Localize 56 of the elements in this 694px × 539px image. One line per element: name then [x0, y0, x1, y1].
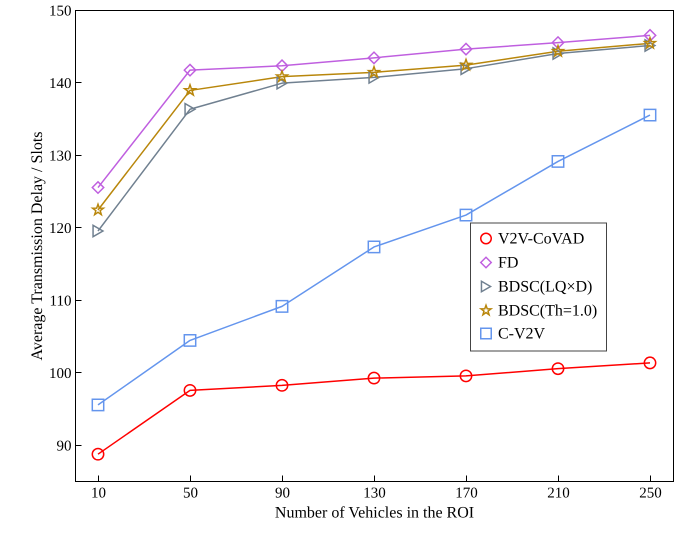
x-tick-label: 170: [455, 486, 478, 502]
y-tick-label: 130: [49, 148, 72, 164]
point: [368, 240, 380, 254]
point: [644, 28, 656, 42]
point: [460, 369, 472, 382]
legend-label: V2V-CoVAD: [498, 230, 584, 248]
y-tick-label: 150: [49, 4, 72, 20]
point: [92, 398, 104, 412]
point: [460, 42, 472, 56]
point: [368, 70, 380, 84]
x-tick-label: 250: [639, 486, 662, 502]
point: [184, 64, 196, 77]
point: [276, 378, 288, 392]
point: [644, 39, 656, 52]
point: [552, 44, 564, 57]
x-tick-label: 50: [183, 486, 198, 502]
legend-label: BDSC(LQ×D): [498, 278, 592, 296]
point: [644, 36, 656, 49]
point: [92, 448, 104, 461]
point: [552, 362, 564, 376]
y-tick-label: 90: [56, 438, 72, 454]
y-tick-label: 140: [49, 76, 72, 92]
point: [184, 384, 196, 397]
point: [644, 108, 656, 122]
point: [92, 181, 104, 194]
y-tick-label: 100: [49, 366, 72, 382]
point: [644, 356, 656, 370]
y-tick-label: 120: [49, 220, 72, 237]
point: [368, 66, 380, 78]
legend-label: C-V2V: [498, 326, 546, 342]
x-tick-label: 10: [91, 486, 106, 502]
x-tick-label: 90: [275, 486, 290, 502]
point: [184, 102, 196, 116]
point: [92, 204, 104, 216]
point: [368, 51, 380, 64]
point: [368, 372, 380, 385]
point: [184, 334, 196, 347]
x-tick-label: 130: [363, 486, 386, 502]
point: [460, 208, 472, 222]
point: [184, 84, 196, 96]
point: [552, 47, 564, 60]
legend-label: BDSC(Th=1.0): [498, 302, 598, 320]
point: [552, 154, 564, 168]
y-tick-label: 110: [50, 293, 72, 310]
point: [460, 62, 472, 76]
point: [276, 59, 288, 72]
point: [276, 70, 288, 82]
point: [276, 300, 288, 313]
y-axis-title: Average Transmission Delay / Slots: [29, 131, 46, 361]
x-tick-label: 210: [547, 486, 570, 502]
legend-label: FD: [498, 254, 518, 272]
point: [92, 224, 104, 238]
point: [460, 58, 472, 70]
point: [552, 36, 564, 50]
x-axis-title: Number of Vehicles in the ROI: [274, 504, 474, 522]
point: [276, 76, 288, 90]
